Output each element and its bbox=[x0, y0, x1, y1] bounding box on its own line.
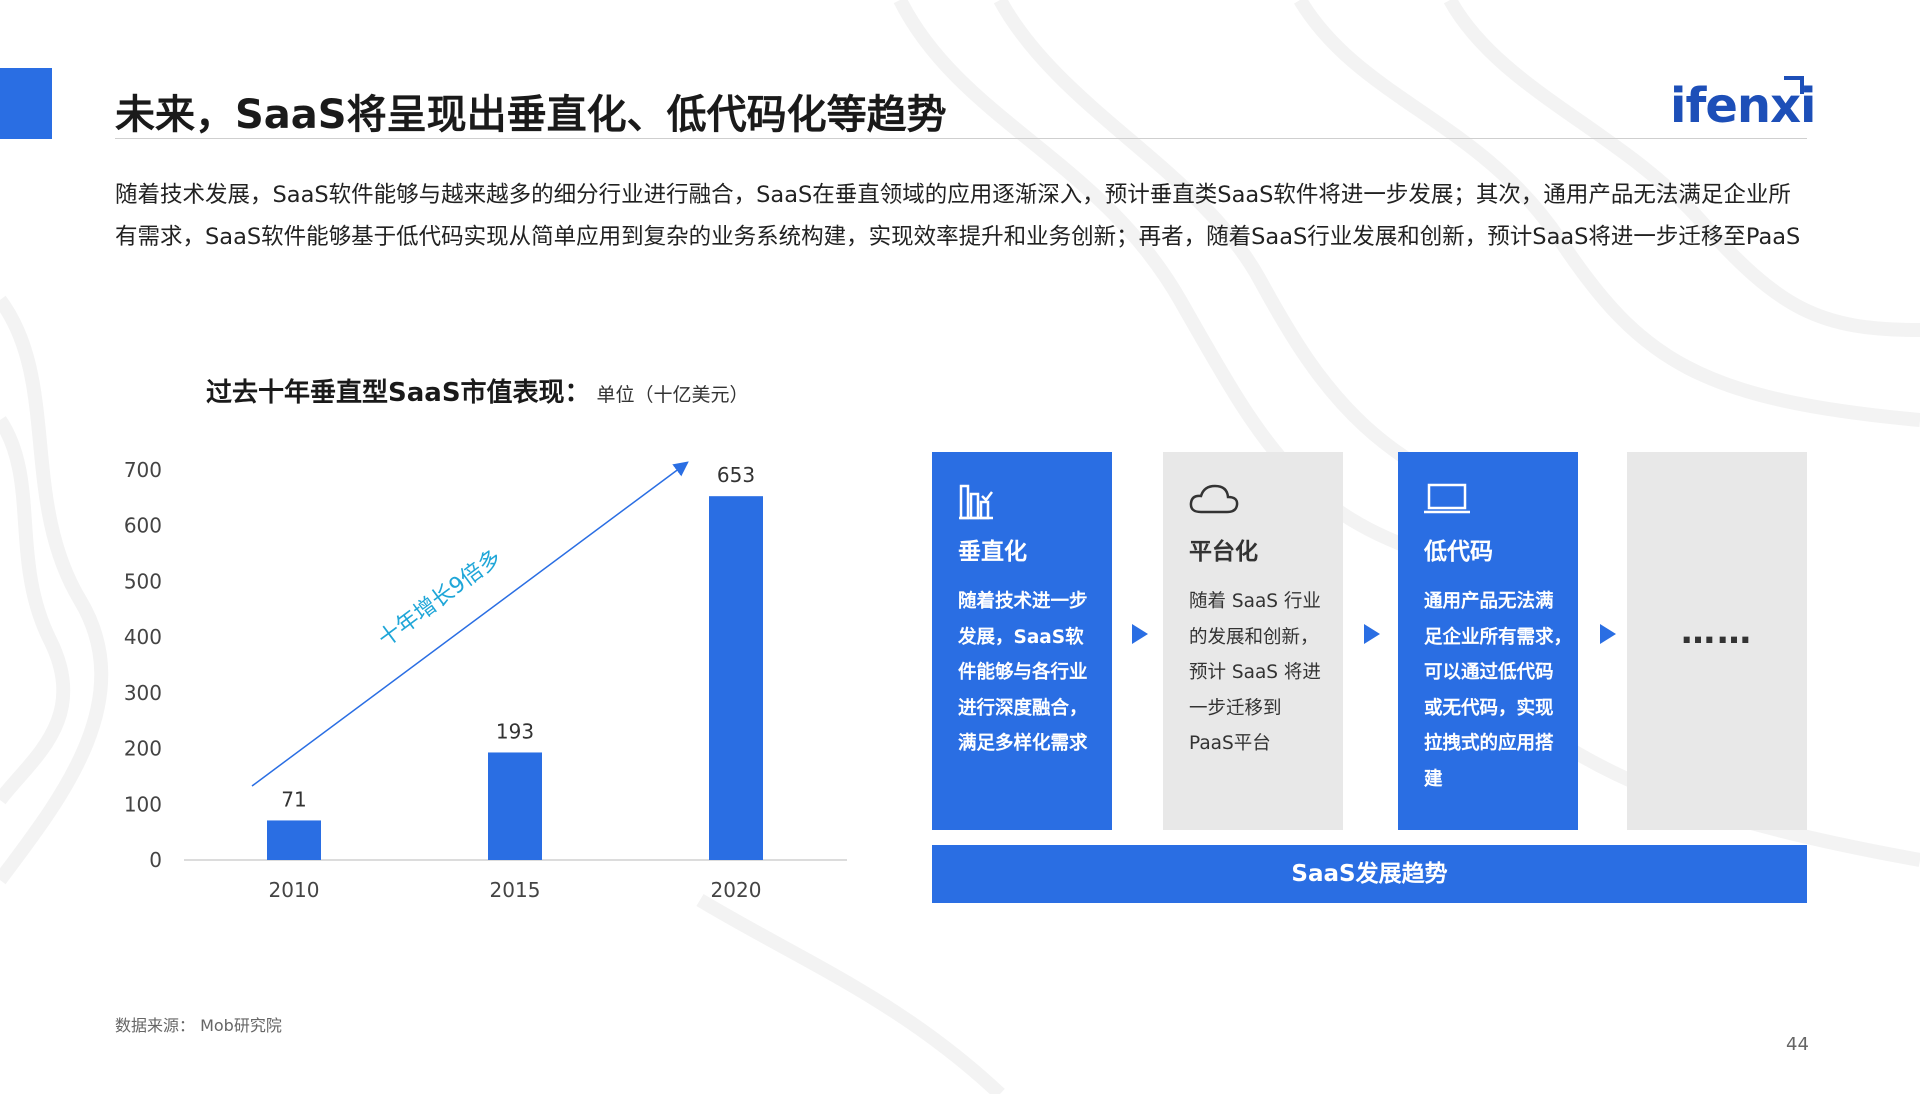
x-tick-label: 2015 bbox=[490, 878, 541, 902]
trend-card-line: 足企业所有需求， bbox=[1424, 626, 1573, 648]
growth-arrow bbox=[251, 461, 689, 787]
data-source: 数据来源： Mob研究院 bbox=[115, 1016, 282, 1035]
trend-card-line: 可以通过低代码 bbox=[1424, 662, 1554, 683]
trend-summary-bar: SaaS发展趋势 bbox=[932, 845, 1807, 903]
trend-card-title: 低代码 bbox=[1424, 539, 1493, 565]
trend-card-line: 随着技术进一步 bbox=[958, 591, 1088, 612]
trend-card-line: 发展，SaaS软 bbox=[958, 626, 1084, 648]
trend-card-body: 通用产品无法满 足企业所有需求， 可以通过低代码 或无代码，实现 拉拽式的应用搭建 bbox=[1424, 584, 1574, 797]
chart-title: 过去十年垂直型SaaS市值表现： 单位（十亿美元） bbox=[206, 372, 749, 409]
bar-value-label: 193 bbox=[496, 719, 534, 743]
y-tick-label: 700 bbox=[124, 458, 162, 482]
trend-card-line: 一步迁移到 bbox=[1189, 697, 1282, 719]
bar-value-label: 653 bbox=[717, 463, 755, 487]
trend-card-line: 进行深度融合， bbox=[958, 697, 1088, 719]
y-tick-label: 500 bbox=[124, 569, 162, 593]
trend-card-line: 件能够与各行业 bbox=[958, 662, 1088, 683]
trend-card: 垂直化随着技术进一步 发展，SaaS软 件能够与各行业 进行深度融合， 满足多样化需求 bbox=[932, 452, 1112, 830]
chart-title-main: 过去十年垂直型SaaS市值表现： bbox=[206, 378, 591, 408]
trend-card-line: PaaS平台 bbox=[1189, 733, 1271, 754]
trend-card-body: 随着技术进一步 发展，SaaS软 件能够与各行业 进行深度融合， 满足多样化需求 bbox=[958, 584, 1108, 762]
y-tick-label: 100 bbox=[124, 792, 162, 816]
bar-chart: 0 100 200 300 400 500 600 700 71 193 653 2010 2015… bbox=[124, 458, 847, 902]
trend-card: 平台化随着 SaaS 行业 的发展和创新， 预计 SaaS 将进 一步迁移到 PaaS平… bbox=[1163, 452, 1343, 830]
bar-value-label: 71 bbox=[281, 787, 306, 811]
title-divider bbox=[115, 138, 1807, 139]
y-tick-label: 400 bbox=[124, 625, 162, 649]
y-tick-label: 200 bbox=[124, 737, 162, 761]
trend-card: …… bbox=[1627, 452, 1807, 830]
page-number: 44 bbox=[1786, 1034, 1809, 1055]
page-title: 未来，SaaS将呈现出垂直化、低代码化等趋势 bbox=[115, 92, 947, 138]
trend-card-title: 垂直化 bbox=[958, 539, 1027, 565]
bar-chart-icon bbox=[956, 482, 996, 524]
flow-arrow-3 bbox=[1600, 624, 1616, 644]
trend-card-line: 通用产品无法满 bbox=[1424, 591, 1554, 612]
trend-card: 低代码通用产品无法满 足企业所有需求， 可以通过低代码 或无代码，实现 拉拽式的应用搭建 bbox=[1398, 452, 1578, 830]
ifenxi-logo: ifenxi bbox=[1670, 76, 1816, 134]
trend-card-line: 预计 SaaS 将进 bbox=[1189, 662, 1321, 683]
x-tick-label: 2010 bbox=[269, 878, 320, 902]
bar-2020 bbox=[709, 496, 763, 860]
title-accent-block bbox=[0, 68, 52, 139]
trend-card-line: 满足多样化需求 bbox=[958, 733, 1088, 754]
trend-card-title: 平台化 bbox=[1189, 539, 1258, 565]
chart-unit-label: 单位（十亿美元） bbox=[596, 384, 749, 406]
trend-card-line: 建 bbox=[1424, 768, 1443, 790]
cloud-icon bbox=[1187, 482, 1241, 520]
more-ellipsis: …… bbox=[1681, 612, 1753, 652]
y-tick-label: 600 bbox=[124, 514, 162, 538]
y-tick-label: 0 bbox=[149, 848, 162, 872]
trend-card-line: 的发展和创新， bbox=[1189, 626, 1319, 648]
trend-card-line: 随着 SaaS 行业 bbox=[1189, 591, 1321, 612]
bar-2010 bbox=[267, 820, 321, 860]
trend-card-line: 或无代码，实现 bbox=[1424, 697, 1554, 719]
flow-arrow-1 bbox=[1132, 624, 1148, 644]
y-tick-label: 300 bbox=[124, 681, 162, 705]
intro-paragraph: 随着技术发展，SaaS软件能够与越来越多的细分行业进行融合，SaaS在垂直领域的… bbox=[115, 182, 1801, 250]
trend-card-line: 拉拽式的应用搭 bbox=[1424, 733, 1554, 754]
laptop-icon bbox=[1422, 482, 1472, 520]
logo-arrow-icon bbox=[1784, 76, 1804, 94]
bar-2015 bbox=[488, 752, 542, 860]
trend-card-body: 随着 SaaS 行业 的发展和创新， 预计 SaaS 将进 一步迁移到 PaaS平台 bbox=[1189, 584, 1339, 762]
logo-text: ifenxi bbox=[1670, 78, 1816, 134]
x-tick-label: 2020 bbox=[711, 878, 762, 902]
growth-annotation: 十年增长9倍多 bbox=[374, 545, 506, 652]
flow-arrow-2 bbox=[1364, 624, 1380, 644]
